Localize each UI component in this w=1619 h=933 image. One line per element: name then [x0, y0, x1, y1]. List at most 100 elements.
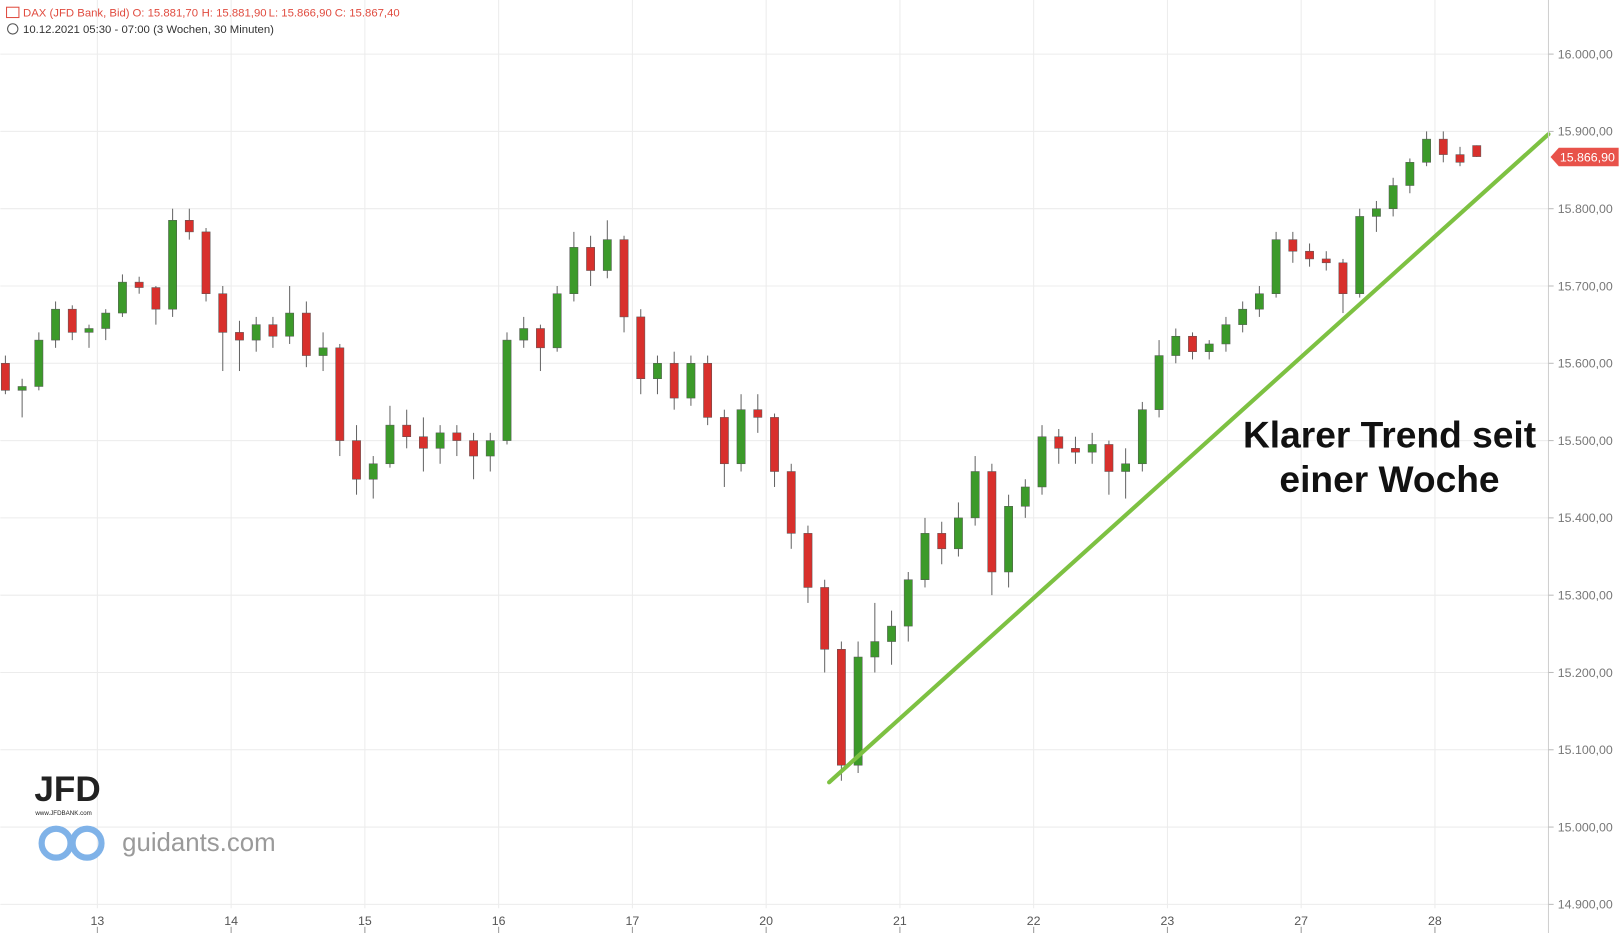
candle-body [1388, 185, 1398, 209]
x-tick-label: 16 [492, 914, 506, 928]
y-tick-label: 15.500,00 [1558, 434, 1613, 448]
y-tick-label: 15.900,00 [1558, 125, 1613, 139]
candle-body [235, 332, 244, 341]
candle-body [168, 220, 177, 310]
candle-body [502, 339, 512, 441]
candle-body [1004, 506, 1013, 573]
candle-body [903, 579, 913, 627]
candle-body [1154, 355, 1164, 410]
candle-body [519, 328, 529, 341]
candle-body [1121, 463, 1131, 472]
grid [0, 0, 1549, 909]
candle-body [653, 363, 662, 380]
candle-body [569, 247, 579, 294]
candle-body [51, 308, 60, 341]
logo: JFD [34, 770, 100, 809]
candle-body [1054, 436, 1064, 449]
y-tick-label: 15.400,00 [1558, 511, 1613, 525]
y-tick-label: 15.600,00 [1558, 357, 1613, 371]
candle-body [786, 471, 796, 534]
candle-body [920, 533, 930, 580]
x-tick-label: 22 [1027, 914, 1041, 928]
x-tick-label: 14 [224, 914, 238, 928]
candle-body [435, 432, 445, 449]
logo-url: www.JFDBANK.com [34, 810, 91, 817]
candle-body [335, 347, 345, 441]
candle-body [402, 424, 412, 437]
candle-body [1305, 250, 1314, 260]
ohlc-icon [6, 6, 20, 19]
candle-body [602, 239, 612, 271]
candle-body [853, 656, 863, 766]
annotation-line: einer Woche [1279, 458, 1499, 500]
candle-body [1422, 138, 1431, 163]
logos: JFD www.JFDBANK.com guidants.com [34, 770, 276, 861]
clock-icon [7, 23, 19, 35]
candle-body [719, 417, 729, 465]
candle-body [770, 417, 779, 472]
candle-body [1104, 444, 1114, 472]
candle-body [1204, 343, 1214, 352]
candle-body [1288, 239, 1298, 252]
candle-body [536, 328, 545, 349]
y-tick-label: 15.800,00 [1558, 202, 1613, 216]
candle-body [954, 517, 963, 550]
annotation-line: Klarer Trend seit [1243, 413, 1536, 455]
candle-body [1321, 258, 1331, 264]
candle-body [101, 312, 111, 329]
annotation: Klarer Trend seit einer Woche [1243, 413, 1536, 499]
candle-body [870, 641, 880, 658]
price-tag-label: 15.866,90 [1560, 150, 1615, 164]
candle-body [837, 649, 846, 766]
candle-body [1020, 486, 1030, 507]
candle-body [34, 339, 44, 387]
header: DAX (JFD Bank, Bid) O: 15.881,70 H: 15.8… [6, 6, 400, 36]
candle-body [352, 440, 361, 480]
candle-body [452, 432, 462, 441]
candle-body [887, 625, 896, 642]
candle-body [151, 287, 161, 310]
candle-body [1188, 335, 1197, 352]
candle-body [970, 471, 980, 519]
y-tick-label: 15.200,00 [1558, 666, 1613, 680]
candle-body [1372, 208, 1381, 217]
candle-body [134, 281, 144, 288]
candle-body [703, 363, 713, 418]
y-tick-label: 15.000,00 [1558, 820, 1613, 834]
candle-body [636, 316, 646, 380]
candle-body [987, 471, 997, 573]
candle-body [937, 533, 947, 550]
candle-body [268, 324, 278, 337]
candle-body [1221, 324, 1231, 345]
y-tick-label: 15.100,00 [1558, 743, 1613, 757]
candle-body [385, 424, 395, 465]
candle-body [1037, 436, 1047, 488]
x-tick-label: 27 [1294, 914, 1308, 928]
candle-body [753, 409, 763, 418]
x-tick-label: 13 [90, 914, 104, 928]
trend-line [827, 132, 1551, 785]
candle-body [1438, 138, 1448, 155]
candle-body [686, 363, 696, 399]
candle-body [469, 440, 478, 457]
ohlc-close: C: 15.867,40 [335, 7, 400, 19]
candle-body [619, 239, 629, 318]
watermark-icon [69, 825, 105, 861]
candle-body [17, 386, 27, 391]
candle-body [1137, 409, 1147, 465]
x-tick-label: 23 [1161, 914, 1175, 928]
y-tick-label: 15.700,00 [1558, 279, 1613, 293]
period: 10.12.2021 05:30 - 07:00 [23, 24, 150, 36]
candle-body [1071, 448, 1080, 453]
y-tick-label: 16.000,00 [1558, 47, 1613, 61]
candle-body [84, 328, 94, 333]
candle-body [586, 247, 595, 271]
candle-body [184, 220, 194, 233]
y-tick-label: 15.300,00 [1558, 588, 1613, 602]
candle-body [1455, 154, 1465, 163]
candle-body [1254, 293, 1264, 310]
candle-body [669, 363, 679, 399]
candle-body [736, 409, 746, 465]
price-tag [1550, 147, 1619, 167]
x-tick-label: 28 [1428, 914, 1442, 928]
